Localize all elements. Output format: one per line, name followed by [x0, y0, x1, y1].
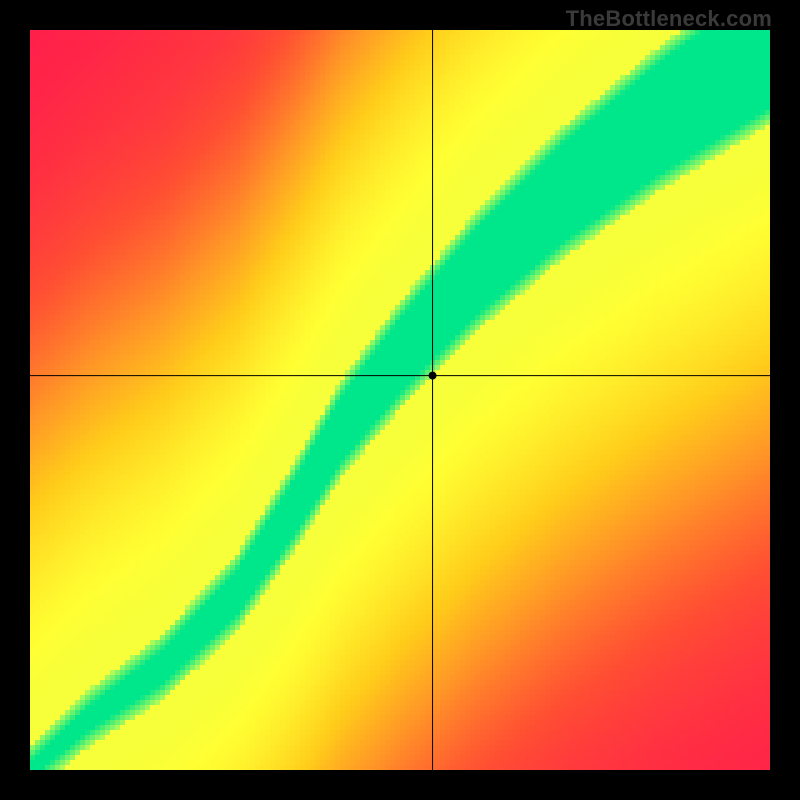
watermark-label: TheBottleneck.com	[566, 6, 772, 32]
bottleneck-heatmap-canvas	[30, 30, 770, 770]
